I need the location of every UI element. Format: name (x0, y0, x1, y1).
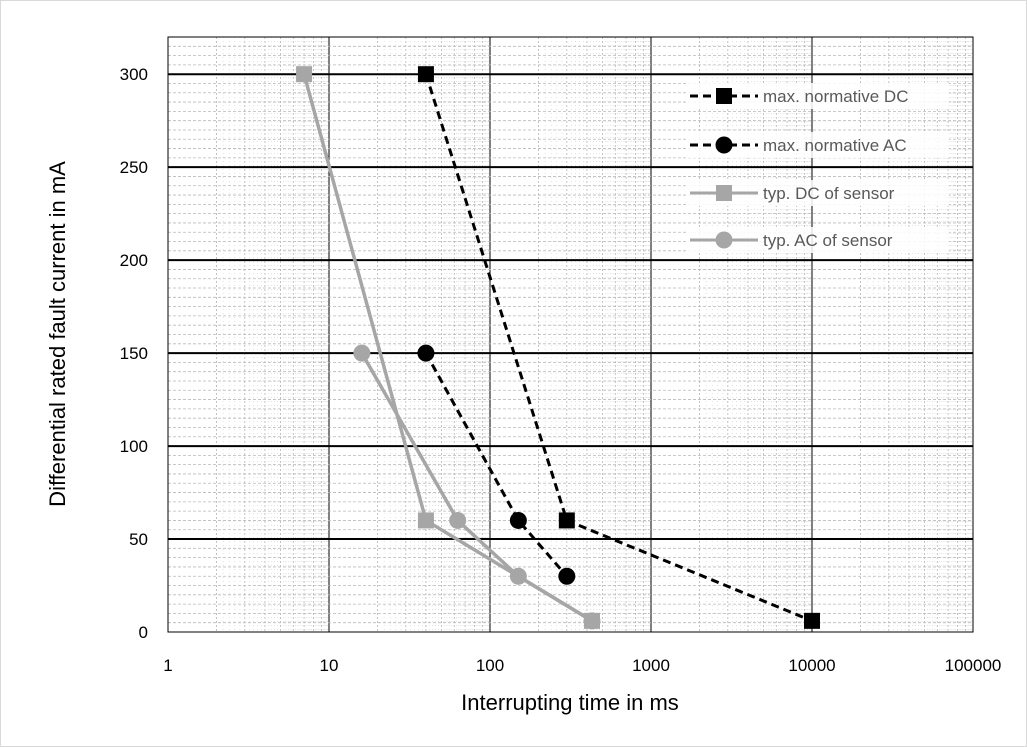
y-tick-label: 0 (139, 623, 148, 642)
legend-swatch-square (716, 88, 732, 104)
legend-label: typ. AC of sensor (763, 231, 893, 250)
legend: max. normative DC max. normative AC typ. D… (686, 83, 949, 253)
x-tick-label: 1 (163, 656, 172, 675)
legend-item: typ. AC of sensor (686, 227, 949, 253)
y-tick-label: 150 (120, 344, 148, 363)
y-axis-title: Differential rated fault current in mA (45, 161, 70, 507)
legend-swatch-circle (715, 136, 733, 154)
data-point-circle (583, 612, 601, 630)
y-tick-labels: 0 50 100 150 200 250 300 (120, 65, 148, 642)
series-line (424, 352, 568, 578)
x-tick-label: 100000 (945, 656, 1002, 675)
series-1 (417, 66, 820, 629)
series-2 (417, 344, 576, 585)
y-tick-label: 250 (120, 158, 148, 177)
x-tick-label: 10 (320, 656, 339, 675)
data-point-circle (558, 567, 576, 585)
data-point-square (417, 512, 434, 529)
legend-label: max. normative DC (763, 87, 908, 106)
x-tick-label: 10000 (788, 656, 835, 675)
legend-label: typ. DC of sensor (763, 184, 895, 203)
grid (167, 36, 973, 632)
y-tick-label: 200 (120, 251, 148, 270)
legend-item: typ. DC of sensor (686, 180, 949, 206)
plot-border (167, 36, 974, 633)
data-point-circle (509, 567, 527, 585)
series-line (360, 352, 593, 623)
series-layer (296, 66, 820, 630)
data-point-square (558, 512, 575, 529)
x-tick-label: 100 (476, 656, 504, 675)
legend-swatch-square (716, 185, 732, 201)
legend-item: max. normative AC (686, 132, 949, 158)
legend-item: max. normative DC (686, 83, 949, 109)
data-point-square (804, 612, 820, 629)
x-axis-title: Interrupting time in ms (461, 690, 679, 715)
y-tick-label: 50 (129, 530, 148, 549)
series-line (424, 73, 813, 623)
data-point-circle (353, 344, 371, 362)
x-tick-labels: 1 10 100 1000 10000 100000 (163, 656, 1001, 675)
data-point-circle (449, 511, 467, 529)
legend-label: max. normative AC (763, 136, 907, 155)
y-tick-label: 100 (120, 437, 148, 456)
data-point-circle (509, 511, 527, 529)
x-tick-label: 1000 (632, 656, 670, 675)
y-tick-label: 300 (120, 65, 148, 84)
series-4 (353, 344, 601, 630)
legend-swatch-circle (715, 231, 733, 249)
data-point-square (417, 66, 434, 83)
data-point-square (296, 66, 313, 83)
data-point-circle (417, 344, 435, 362)
